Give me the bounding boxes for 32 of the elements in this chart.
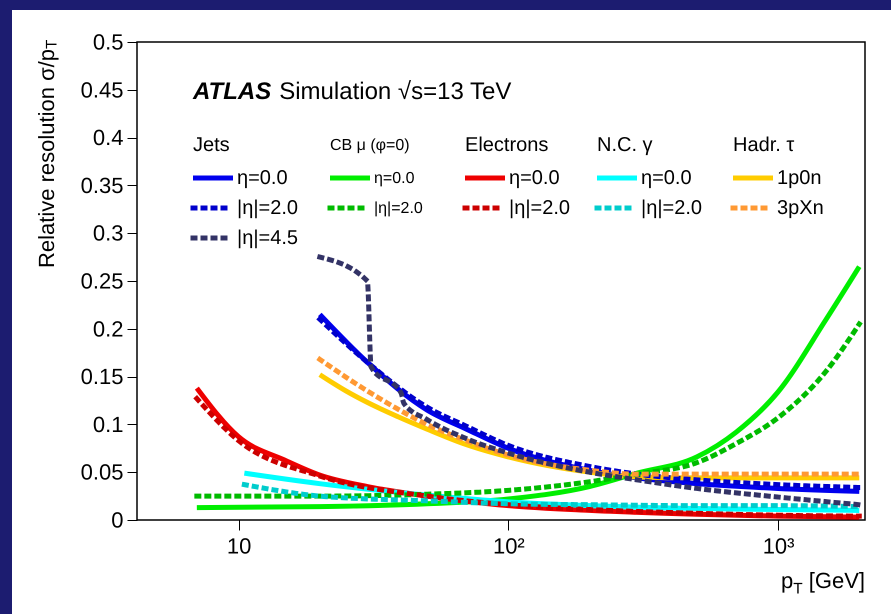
x-tick-label: 10 — [226, 534, 252, 558]
legend-label: 3pXn — [777, 197, 824, 219]
annotation: Electrons — [465, 134, 548, 156]
x-tick-label: 10² — [492, 534, 525, 558]
legend-label: |η|=2.0 — [509, 197, 570, 219]
y-tick-label: 0.35 — [80, 172, 124, 198]
y-tick-label: 0.5 — [92, 30, 124, 54]
y-tick-label: 0.4 — [92, 125, 124, 150]
annotation: Hadr. τ — [733, 134, 794, 156]
legend-label: |η|=4.5 — [237, 227, 298, 249]
y-tick-label: 0.15 — [80, 364, 124, 390]
x-axis-title: p$_{T}$ [GeV] — [780, 568, 865, 598]
annotation: Jets — [193, 134, 230, 156]
y-tick-label: 0.2 — [92, 316, 124, 342]
legend-label: |η|=2.0 — [374, 200, 423, 217]
legend-label: η=0.0 — [374, 170, 415, 187]
legend-label: η=0.0 — [237, 167, 288, 189]
y-tick-label: 0 — [111, 508, 124, 532]
legend-label: η=0.0 — [641, 167, 692, 189]
legend-label: |η|=2.0 — [641, 197, 702, 219]
annotation: ATLAS Simulation √s=13 TeV — [192, 78, 512, 105]
y-tick-label: 0.05 — [80, 460, 124, 485]
annotation: N.C. γ — [597, 134, 653, 156]
y-tick-label: 0.25 — [80, 268, 124, 294]
annotation: CB μ (φ=0) — [330, 137, 410, 154]
legend-label: η=0.0 — [509, 167, 560, 189]
legend-label: 1p0n — [777, 167, 822, 189]
legend-label: |η|=2.0 — [237, 197, 298, 219]
x-tick-label: 10³ — [762, 534, 794, 558]
y-tick-label: 0.45 — [80, 77, 124, 102]
y-tick-label: 0.3 — [92, 220, 124, 246]
y-tick-label: 0.1 — [92, 412, 124, 437]
